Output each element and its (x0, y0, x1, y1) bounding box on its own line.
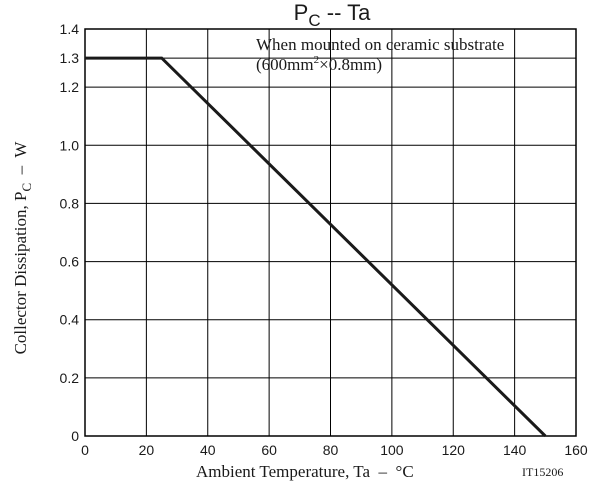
chart-title-rest: -- Ta (321, 0, 371, 25)
annotation-line-2: (600mm2×0.8mm) (256, 54, 382, 74)
y-tick-label: 0.2 (60, 370, 80, 386)
series-layer (85, 56, 547, 438)
x-tick-label: 120 (442, 442, 466, 458)
y-tick-label: 1.2 (60, 79, 80, 95)
x-axis-label: Ambient Temperature, Ta – °C (196, 462, 414, 481)
chart-title-sub: C (308, 11, 320, 30)
x-tick-label: 40 (200, 442, 216, 458)
y-axis-label-sub: C (19, 183, 34, 192)
x-tick-label: 0 (81, 442, 89, 458)
figure-id: IT15206 (522, 465, 563, 479)
y-tick-label: 1.0 (60, 137, 80, 153)
x-tick-label: 80 (323, 442, 339, 458)
y-tick-label: 0.6 (60, 254, 80, 270)
y-axis-label-rest: – W (11, 141, 30, 183)
annotation-line-2-sup: 2 (314, 54, 320, 66)
plot-frame (84, 28, 577, 437)
annotation-line-2-a: (600mm (256, 55, 314, 74)
grid-layer (84, 28, 577, 437)
x-tick-label: 60 (261, 442, 277, 458)
x-tick-label: 160 (564, 442, 588, 458)
y-tick-label: 0.8 (60, 195, 80, 211)
y-tick-label: 0.4 (60, 312, 80, 328)
tick-label-layer: 0 20 40 60 80 100 120 140 160 0 0.2 0.4 0.6 0.8 1.0 1.2… (60, 21, 588, 458)
y-axis-label-main: Collector Dissipation, P (11, 192, 30, 355)
x-tick-label: 140 (503, 442, 527, 458)
y-tick-label: 1.3 (60, 50, 80, 66)
chart-title-main: P (294, 0, 309, 25)
chart-title: PC -- Ta (294, 0, 371, 30)
series-line (85, 56, 547, 438)
annotation-line-1: When mounted on ceramic substrate (256, 35, 504, 54)
x-tick-label: 100 (380, 442, 404, 458)
y-tick-label: 0 (71, 428, 79, 444)
y-tick-label: 1.4 (60, 21, 80, 37)
y-axis-label: Collector Dissipation, PC – W (11, 141, 34, 355)
annotation-line-2-b: ×0.8mm) (319, 55, 382, 74)
x-tick-label: 20 (139, 442, 155, 458)
